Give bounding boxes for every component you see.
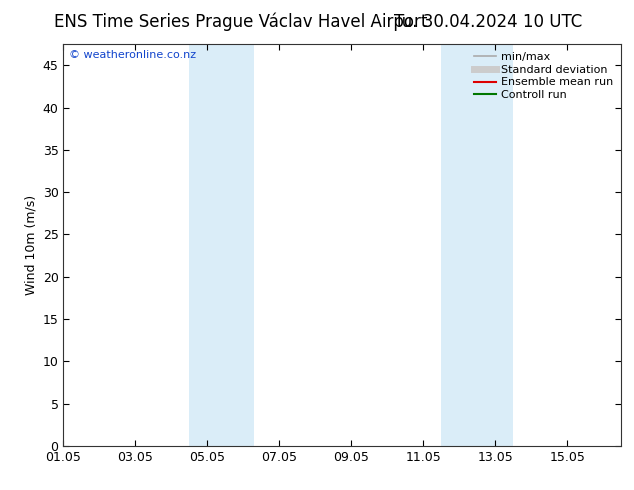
Bar bbox=[441, 44, 514, 446]
Text: Tu. 30.04.2024 10 UTC: Tu. 30.04.2024 10 UTC bbox=[394, 13, 582, 31]
Legend: min/max, Standard deviation, Ensemble mean run, Controll run: min/max, Standard deviation, Ensemble me… bbox=[471, 49, 616, 102]
Text: ENS Time Series Prague Václav Havel Airport: ENS Time Series Prague Václav Havel Airp… bbox=[55, 13, 427, 31]
Text: © weatheronline.co.nz: © weatheronline.co.nz bbox=[69, 50, 196, 60]
Y-axis label: Wind 10m (m/s): Wind 10m (m/s) bbox=[24, 195, 37, 295]
Bar bbox=[190, 44, 254, 446]
